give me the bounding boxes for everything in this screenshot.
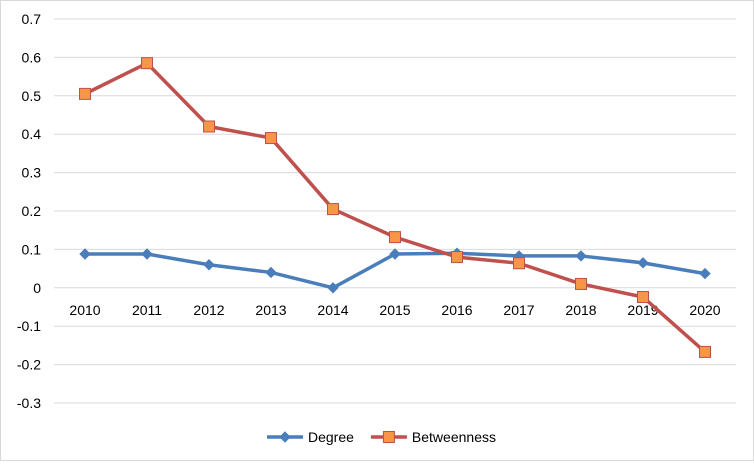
y-tick-label: 0.4 — [22, 126, 42, 142]
x-tick-label: 2011 — [132, 302, 162, 318]
data-point-betweenness — [141, 57, 153, 70]
data-point-degree — [699, 267, 711, 280]
data-point-degree — [637, 257, 649, 269]
data-point-betweenness — [327, 203, 339, 216]
legend-marker — [382, 431, 395, 443]
data-point-degree — [575, 250, 587, 262]
data-point-degree — [265, 266, 277, 279]
series-layer — [79, 57, 711, 358]
legend-label: Degree — [308, 429, 354, 445]
data-point-betweenness — [389, 231, 401, 244]
x-tick-label: 2016 — [441, 302, 472, 318]
x-tick-label: 2012 — [193, 302, 224, 318]
x-tick-label: 2017 — [503, 302, 534, 318]
data-point-betweenness — [265, 132, 277, 145]
data-point-degree — [203, 259, 215, 271]
y-tick-label: 0.6 — [22, 49, 42, 65]
y-tick-label: 0.1 — [22, 241, 42, 257]
series-betweenness — [79, 57, 711, 358]
data-point-betweenness — [203, 120, 215, 133]
data-point-betweenness — [637, 291, 649, 304]
legend: Degree Betweenness — [267, 429, 496, 445]
x-tick-label: 2018 — [565, 302, 596, 318]
x-tick-label: 2013 — [255, 302, 286, 318]
data-point-betweenness — [79, 87, 91, 100]
y-tick-label: -0.1 — [17, 318, 41, 334]
x-tick-label: 2020 — [689, 302, 720, 318]
y-tick-label: 0.2 — [22, 203, 42, 219]
data-point-betweenness — [451, 251, 463, 264]
x-tick-label: 2019 — [627, 302, 658, 318]
x-tick-label: 2015 — [379, 302, 410, 318]
data-point-betweenness — [699, 345, 711, 358]
x-tick-label: 2010 — [69, 302, 100, 318]
y-tick-label: 0.3 — [22, 165, 42, 181]
series-degree — [79, 247, 711, 294]
data-point-degree — [327, 282, 339, 294]
x-tick-label: 2014 — [317, 302, 348, 318]
y-tick-label: 0.5 — [22, 88, 42, 104]
y-tick-label: -0.2 — [17, 357, 41, 373]
data-point-degree — [141, 248, 153, 260]
legend-item-betweenness: Betweenness — [370, 429, 496, 445]
y-tick-label: 0.7 — [22, 11, 42, 27]
y-axis-tick-labels: 0.7 0.6 0.5 0.4 0.3 0.2 0.1 0 -0.1 -0.2 -0.3 — [17, 11, 41, 411]
y-tick-label: 0 — [33, 280, 41, 296]
grid-lines — [54, 18, 736, 404]
data-point-betweenness — [513, 257, 525, 270]
y-tick-label: -0.3 — [17, 395, 41, 411]
legend-item-degree: Degree — [267, 429, 354, 445]
data-point-degree — [389, 248, 401, 260]
x-axis-tick-labels: 2010 2011 2012 2013 2014 2015 2016 2017 2018 2019… — [69, 302, 720, 318]
data-point-betweenness — [575, 277, 587, 290]
legend-marker — [279, 431, 291, 443]
legend-label: Betweenness — [412, 429, 496, 445]
data-point-degree — [79, 248, 91, 260]
